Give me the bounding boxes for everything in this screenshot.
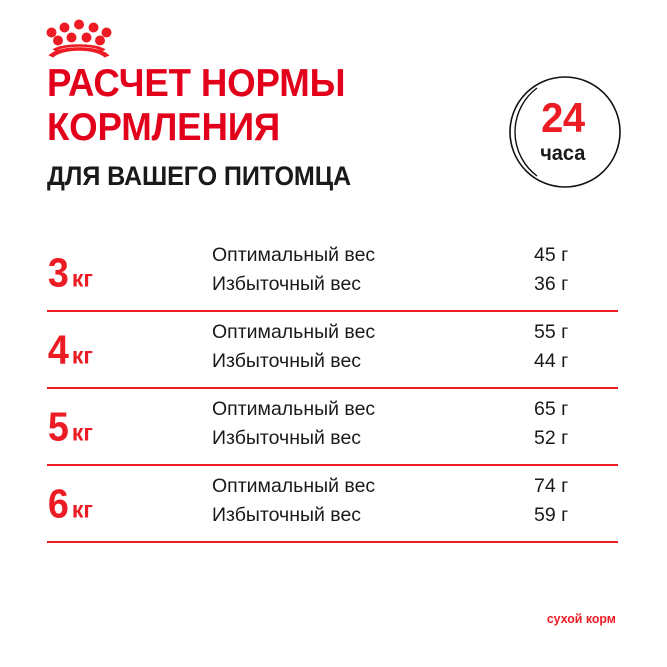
row-line: Оптимальный вес 74 г bbox=[212, 475, 618, 504]
line-value: 55 г bbox=[534, 320, 569, 343]
row-line: Оптимальный вес 65 г bbox=[212, 398, 618, 427]
line-value: 52 г bbox=[534, 426, 569, 449]
page-subtitle: ДЛЯ ВАШЕГО ПИТОМЦА bbox=[47, 161, 352, 191]
line-value: 74 г bbox=[534, 474, 569, 497]
badge-unit: часа bbox=[539, 141, 586, 165]
line-value: 65 г bbox=[534, 397, 569, 420]
row-weight-label: 4 кг bbox=[47, 329, 93, 370]
line-label: Оптимальный вес bbox=[212, 474, 376, 497]
line-value: 36 г bbox=[534, 272, 569, 295]
line-label: Оптимальный вес bbox=[212, 397, 376, 420]
heading-block: РАСЧЕТ НОРМЫ КОРМЛЕНИЯ ДЛЯ ВАШЕГО ПИТОМЦ… bbox=[47, 62, 467, 192]
row-weight-unit: кг bbox=[71, 342, 93, 368]
row-weight-label: 5 кг bbox=[47, 406, 93, 447]
line-value: 45 г bbox=[534, 243, 569, 266]
line-label: Избыточный вес bbox=[212, 426, 362, 449]
page-title: РАСЧЕТ НОРМЫ КОРМЛЕНИЯ bbox=[47, 62, 346, 149]
row-line: Избыточный вес 59 г bbox=[212, 504, 618, 533]
row-line: Избыточный вес 52 г bbox=[212, 427, 618, 456]
row-lines: Оптимальный вес 65 г Избыточный вес 52 г bbox=[212, 398, 618, 456]
row-weight-value: 5 bbox=[47, 403, 69, 449]
line-label: Оптимальный вес bbox=[212, 320, 376, 343]
food-type-note: сухой корм bbox=[547, 611, 617, 626]
row-weight-label: 6 кг bbox=[47, 483, 93, 524]
row-lines: Оптимальный вес 45 г Избыточный вес 36 г bbox=[212, 244, 618, 302]
badge-number: 24 bbox=[540, 93, 585, 141]
row-weight-value: 4 bbox=[47, 326, 69, 372]
row-line: Оптимальный вес 55 г bbox=[212, 321, 618, 350]
line-label: Избыточный вес bbox=[212, 503, 362, 526]
line-label: Оптимальный вес bbox=[212, 243, 376, 266]
duration-badge: 24 часа bbox=[498, 70, 622, 194]
table-row: 6 кг Оптимальный вес 74 г Избыточный вес … bbox=[47, 466, 618, 543]
royal-crown-icon bbox=[46, 18, 112, 58]
row-weight-value: 3 bbox=[47, 249, 69, 295]
line-value: 59 г bbox=[534, 503, 569, 526]
table-row: 5 кг Оптимальный вес 65 г Избыточный вес … bbox=[47, 389, 618, 466]
row-lines: Оптимальный вес 55 г Избыточный вес 44 г bbox=[212, 321, 618, 379]
row-line: Оптимальный вес 45 г bbox=[212, 244, 618, 273]
row-weight-unit: кг bbox=[71, 496, 93, 522]
row-weight-value: 6 bbox=[47, 480, 69, 526]
row-lines: Оптимальный вес 74 г Избыточный вес 59 г bbox=[212, 475, 618, 533]
table-row: 3 кг Оптимальный вес 45 г Избыточный вес … bbox=[47, 235, 618, 312]
line-value: 44 г bbox=[534, 349, 569, 372]
table-row: 4 кг Оптимальный вес 55 г Избыточный вес … bbox=[47, 312, 618, 389]
row-weight-label: 3 кг bbox=[47, 252, 93, 293]
footer: сухой корм bbox=[47, 610, 618, 628]
line-label: Избыточный вес bbox=[212, 349, 362, 372]
row-line: Избыточный вес 44 г bbox=[212, 350, 618, 379]
row-weight-unit: кг bbox=[71, 419, 93, 445]
row-line: Избыточный вес 36 г bbox=[212, 273, 618, 302]
line-label: Избыточный вес bbox=[212, 272, 362, 295]
badge-circle-outline-icon bbox=[509, 76, 621, 188]
feeding-table: 3 кг Оптимальный вес 45 г Избыточный вес … bbox=[47, 235, 618, 543]
row-weight-unit: кг bbox=[71, 265, 93, 291]
